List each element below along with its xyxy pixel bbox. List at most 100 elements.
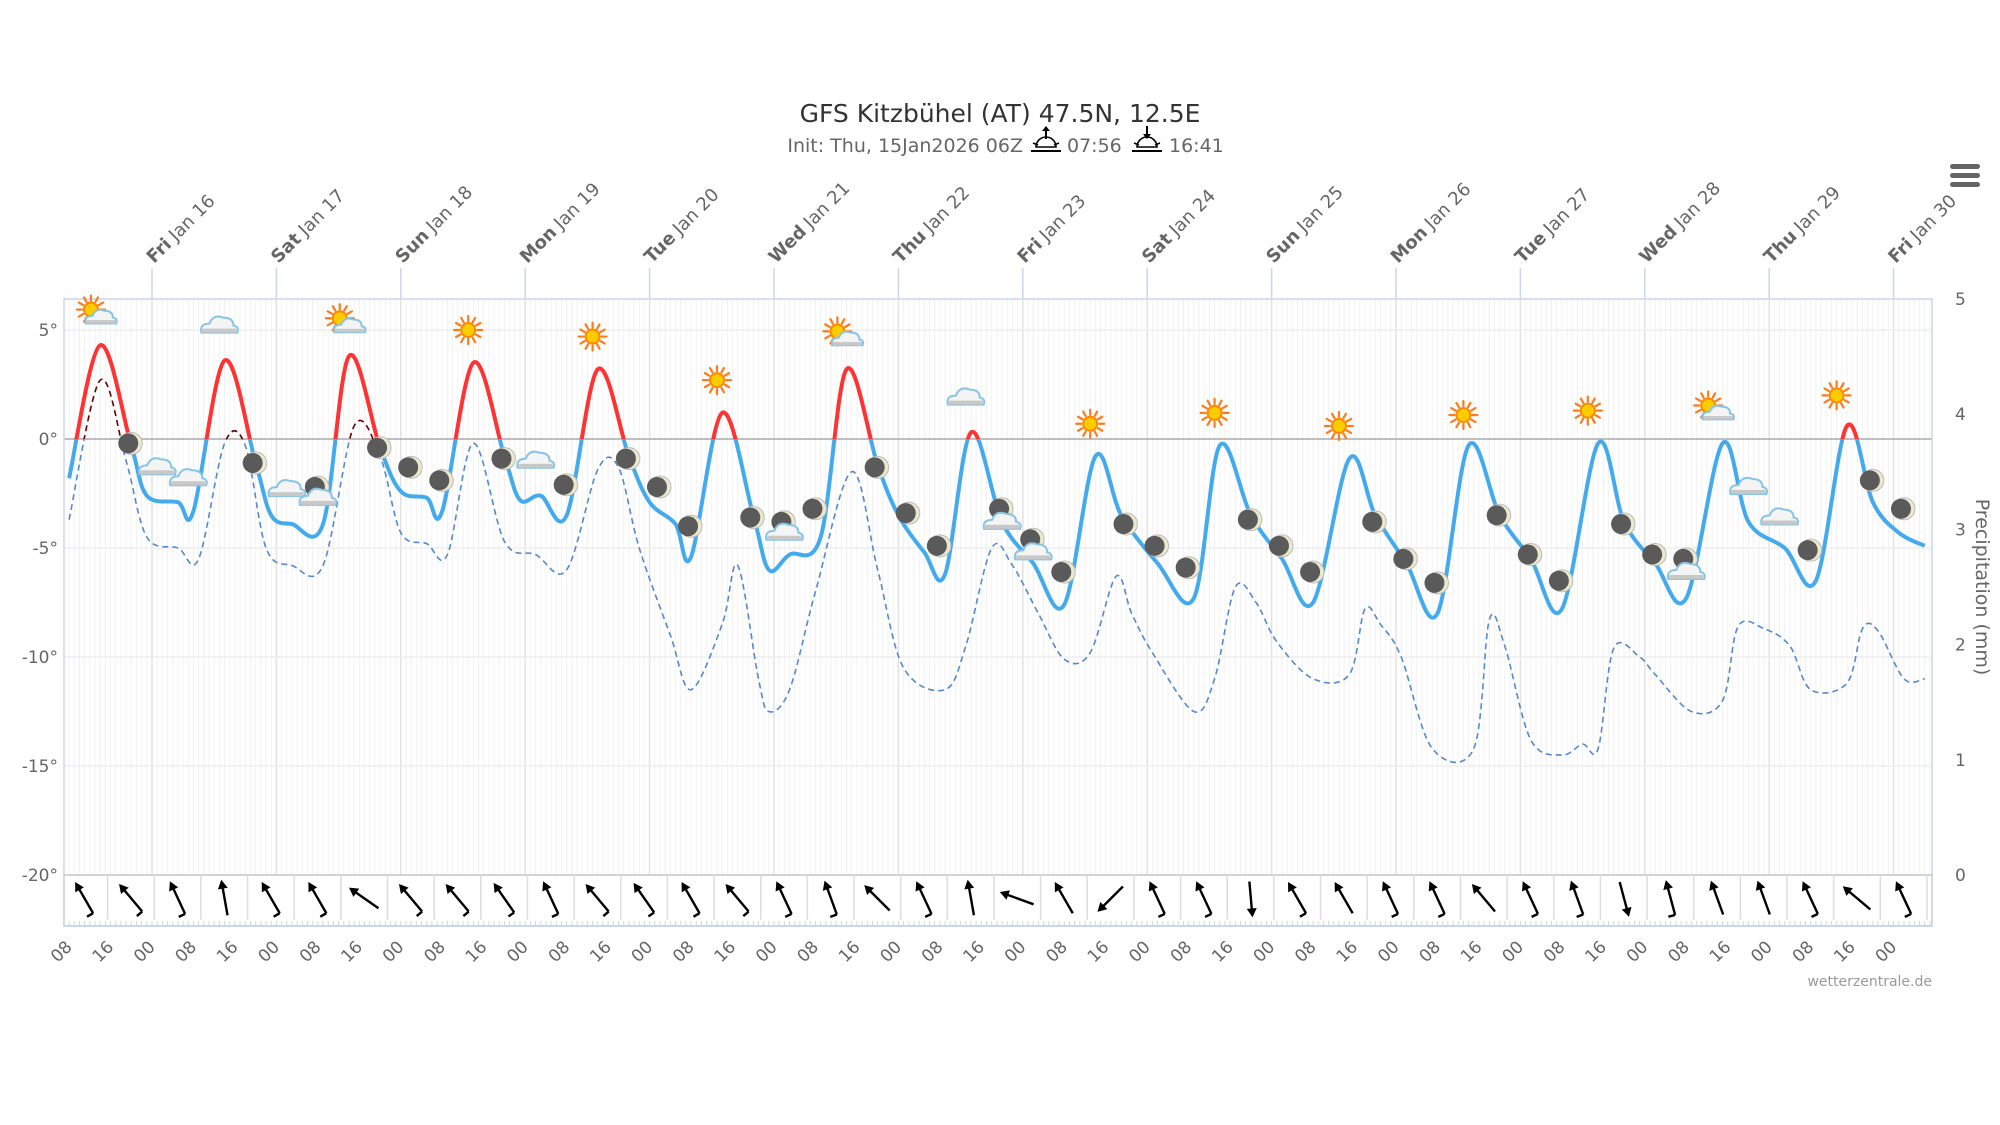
day-label: ThuJan 22 <box>889 182 974 267</box>
moon-shadow <box>1797 540 1818 561</box>
temp-tick-label: 5° <box>39 321 58 341</box>
wind-barb <box>507 911 515 918</box>
moon-shadow <box>1175 557 1196 578</box>
cloud-base <box>948 400 983 405</box>
hour-tick-label: 08 <box>1416 937 1445 966</box>
cloud-icon <box>1729 476 1768 495</box>
wind-arrow-head <box>725 883 736 895</box>
wind-barb <box>692 912 701 918</box>
hamburger-menu-icon[interactable] <box>1950 164 1980 187</box>
wind-arrow-head <box>1148 881 1158 892</box>
day-label-date: Jan 23 <box>1035 191 1090 246</box>
moon-shadow <box>1890 498 1911 519</box>
cloud-shape <box>298 487 338 506</box>
wind-arrow-icon <box>75 882 95 918</box>
moon-icon <box>646 475 672 499</box>
moon-icon <box>864 455 890 479</box>
cloud-shape <box>1729 476 1768 495</box>
moon-shadow <box>1424 572 1445 593</box>
wind-arrow-shaft <box>917 885 933 915</box>
wind-arrow-icon <box>725 883 750 917</box>
moon-shadow <box>1486 505 1507 526</box>
sun-ray <box>824 334 831 340</box>
cloud-base <box>1762 520 1797 525</box>
wind-arrow-icon <box>1288 882 1308 918</box>
day-label: TueJan 27 <box>1511 184 1594 267</box>
day-label-weekday: Mon <box>1387 222 1432 267</box>
moon-shadow <box>242 452 263 473</box>
sun-ray <box>1450 418 1457 424</box>
sun-ray <box>1450 406 1457 412</box>
sunset-time: 16:41 <box>1169 135 1224 157</box>
wind-arrow-shaft <box>967 884 976 916</box>
wind-arrow-head <box>1054 882 1064 893</box>
moon-icon <box>1144 534 1170 558</box>
wind-barb <box>1157 912 1166 918</box>
cloud-icon <box>765 522 804 541</box>
moon-icon <box>1113 512 1138 536</box>
sun-ray <box>77 301 85 307</box>
wind-arrow-icon <box>308 882 328 918</box>
hour-tick-label: 08 <box>1664 937 1693 966</box>
sun-ray <box>1342 432 1348 440</box>
moon-icon <box>926 534 952 558</box>
day-label: SatJan 24 <box>1138 185 1220 267</box>
cloud-shape <box>765 522 804 541</box>
sun-ray <box>471 336 477 344</box>
wind-arrow-head <box>864 885 875 895</box>
wind-barb <box>1204 912 1212 918</box>
day-label-date: Jan 20 <box>668 184 723 239</box>
cloud-base <box>518 463 553 468</box>
wind-arrow-icon <box>261 882 281 918</box>
sun-icon <box>1323 410 1355 442</box>
cloud-icon <box>298 487 338 506</box>
sun-ray <box>1594 402 1602 408</box>
moon-icon <box>1237 508 1263 532</box>
wind-arrow-icon <box>1709 880 1725 915</box>
sun-ray <box>1694 397 1702 403</box>
sun-ray <box>584 323 590 330</box>
moon-icon <box>678 514 703 538</box>
cloud-icon <box>267 479 307 498</box>
wind-arrow-icon <box>348 887 380 910</box>
cloud-base <box>985 524 1020 529</box>
sun-ray <box>723 372 731 377</box>
moon-shadow <box>802 498 823 519</box>
init-time: Init: Thu, 15Jan2026 06Z <box>787 135 1023 157</box>
grid <box>63 298 1933 927</box>
cloud-base <box>269 492 304 497</box>
wind-row-frame <box>63 874 1933 927</box>
cloud-shape <box>200 315 239 334</box>
sun-ray <box>454 333 462 339</box>
wind-barb <box>1668 913 1676 918</box>
sun-ray <box>1206 419 1212 427</box>
day-label-date: Jan 22 <box>919 182 974 237</box>
sun-ray <box>1843 398 1850 404</box>
sun-ray <box>1839 402 1845 409</box>
sunset-icon <box>1132 126 1162 152</box>
wind-barb <box>1810 912 1819 918</box>
day-label-weekday: Thu <box>1760 226 1802 268</box>
hour-tick-label: 00 <box>876 937 905 966</box>
hour-tick-label: 00 <box>1001 937 1030 966</box>
sun-ray <box>1217 419 1223 427</box>
moon-shadow <box>1300 561 1321 582</box>
moon-icon <box>1486 503 1512 527</box>
credit-link[interactable]: wetterzentrale.de <box>1807 974 1932 990</box>
sun-ray <box>1093 410 1099 418</box>
sun-ray <box>1700 392 1705 399</box>
moon-shadow <box>1393 548 1414 569</box>
cloud-icon <box>1666 561 1706 580</box>
wind-arrow-icon <box>542 881 560 918</box>
day-label: SunJan 18 <box>391 182 477 268</box>
wind-barb <box>784 912 793 918</box>
sun-ray <box>1221 416 1228 421</box>
day-label-date: Jan 24 <box>1165 185 1220 240</box>
cloud-shape <box>1701 404 1735 421</box>
sun-ray <box>1839 382 1845 389</box>
wind-arrow-icon <box>1663 880 1677 918</box>
cloud-icon <box>982 511 1022 530</box>
sun-ray <box>1082 410 1087 418</box>
wind-arrow-icon <box>775 881 793 918</box>
